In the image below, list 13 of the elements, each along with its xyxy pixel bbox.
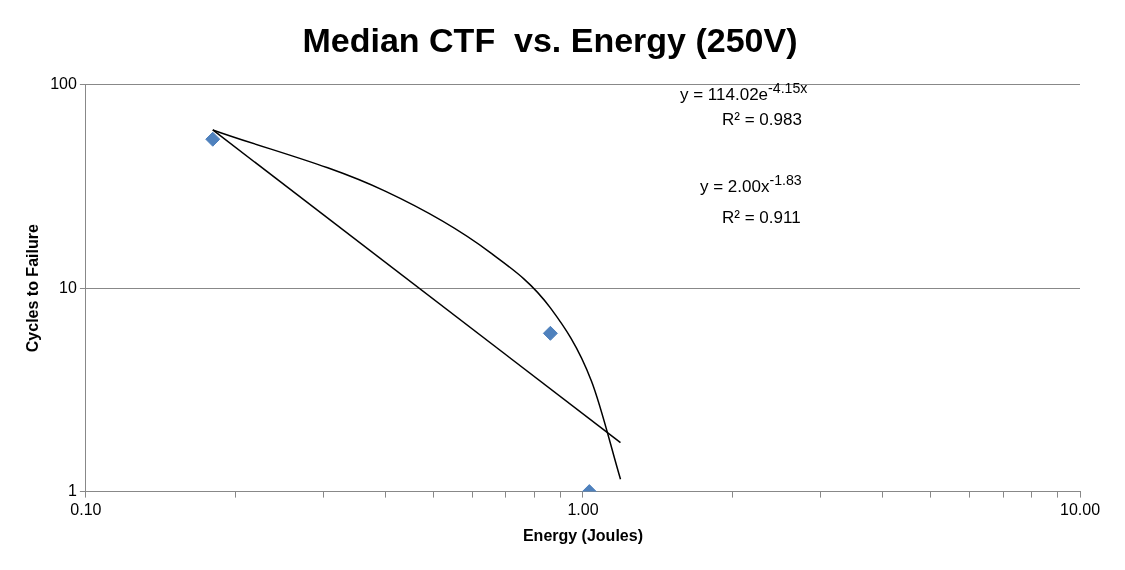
x-axis-title: Energy (Joules) — [522, 526, 643, 544]
annotation: R² = 0.983 — [722, 110, 802, 130]
annotation: y = 114.02e$^{-4.15x}$ — [680, 80, 808, 105]
annotation: R² = 0.911 — [722, 208, 801, 228]
y-axis-title: Cycles to Failure — [24, 224, 42, 353]
chart-title: Median CTF vs. Energy (250V) — [302, 20, 798, 59]
x-tick-label: 0.10 — [70, 500, 102, 518]
x-tick-label: 10.00 — [1059, 500, 1101, 518]
annotation: y = 2.00x$^{-1.83}$ — [700, 172, 802, 197]
x-tick-label: 1.00 — [567, 500, 599, 518]
y-tick-label: 10 — [59, 278, 77, 296]
y-tick-label: 1 — [67, 482, 77, 500]
y-tick-label: 100 — [50, 75, 77, 93]
